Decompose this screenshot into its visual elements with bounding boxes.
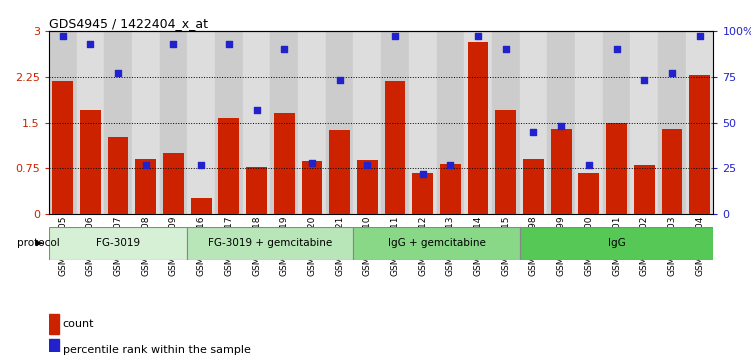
Bar bbox=[630, 31, 658, 214]
Point bbox=[666, 70, 678, 76]
Bar bbox=[385, 81, 406, 214]
Text: GDS4945 / 1422404_x_at: GDS4945 / 1422404_x_at bbox=[49, 17, 208, 30]
Bar bbox=[354, 227, 520, 260]
Point bbox=[140, 162, 152, 168]
Point bbox=[694, 33, 706, 39]
Bar bbox=[354, 31, 381, 214]
Point bbox=[417, 171, 429, 177]
Bar bbox=[686, 31, 713, 214]
Bar bbox=[107, 136, 128, 214]
Bar bbox=[492, 31, 520, 214]
Bar bbox=[132, 31, 159, 214]
Bar bbox=[464, 31, 492, 214]
Bar bbox=[357, 160, 378, 214]
Bar bbox=[49, 227, 187, 260]
Point bbox=[499, 46, 511, 52]
Bar bbox=[135, 159, 156, 214]
Bar bbox=[104, 31, 132, 214]
Bar bbox=[412, 173, 433, 214]
Bar bbox=[329, 130, 350, 214]
Point bbox=[389, 33, 401, 39]
Bar bbox=[163, 153, 184, 214]
Bar bbox=[409, 31, 436, 214]
Bar bbox=[80, 110, 101, 214]
Point bbox=[278, 46, 290, 52]
Bar bbox=[215, 31, 243, 214]
Bar bbox=[468, 42, 488, 214]
Bar bbox=[298, 31, 326, 214]
Bar bbox=[77, 31, 104, 214]
Bar bbox=[578, 173, 599, 214]
Text: count: count bbox=[63, 319, 95, 329]
Point bbox=[638, 77, 650, 83]
Bar bbox=[547, 31, 575, 214]
Point bbox=[361, 162, 373, 168]
Bar bbox=[662, 129, 683, 214]
Point bbox=[445, 162, 457, 168]
Bar bbox=[689, 75, 710, 214]
Point bbox=[306, 160, 318, 166]
Bar bbox=[219, 118, 240, 214]
Bar bbox=[243, 31, 270, 214]
Point bbox=[611, 46, 623, 52]
Point bbox=[555, 123, 567, 129]
Bar bbox=[187, 31, 215, 214]
Point bbox=[251, 107, 263, 113]
Text: IgG: IgG bbox=[608, 238, 626, 248]
Point bbox=[195, 162, 207, 168]
Point bbox=[223, 41, 235, 46]
Text: IgG + gemcitabine: IgG + gemcitabine bbox=[388, 238, 485, 248]
Point bbox=[167, 41, 179, 46]
Bar bbox=[634, 165, 655, 214]
Point bbox=[472, 33, 484, 39]
Text: protocol: protocol bbox=[17, 237, 60, 248]
Bar bbox=[440, 164, 461, 214]
Bar bbox=[159, 31, 187, 214]
Text: FG-3019 + gemcitabine: FG-3019 + gemcitabine bbox=[208, 238, 333, 248]
Point bbox=[527, 129, 539, 135]
Bar bbox=[496, 110, 516, 214]
Bar bbox=[270, 31, 298, 214]
Bar bbox=[274, 113, 294, 214]
Bar bbox=[550, 129, 572, 214]
Point bbox=[583, 162, 595, 168]
Bar bbox=[520, 227, 713, 260]
Bar bbox=[575, 31, 603, 214]
Bar bbox=[326, 31, 354, 214]
Bar bbox=[301, 161, 322, 214]
Bar bbox=[191, 198, 212, 214]
Bar bbox=[606, 122, 627, 214]
Point bbox=[84, 41, 96, 46]
Bar bbox=[246, 167, 267, 214]
Bar bbox=[436, 31, 464, 214]
Bar bbox=[603, 31, 630, 214]
Text: FG-3019: FG-3019 bbox=[96, 238, 140, 248]
Bar bbox=[520, 31, 547, 214]
Point bbox=[56, 33, 68, 39]
Bar bbox=[187, 227, 354, 260]
Bar bbox=[523, 159, 544, 214]
Bar bbox=[381, 31, 409, 214]
Bar bbox=[49, 314, 59, 334]
Point bbox=[112, 70, 124, 76]
Text: percentile rank within the sample: percentile rank within the sample bbox=[63, 344, 251, 355]
Bar bbox=[49, 31, 77, 214]
Bar bbox=[49, 339, 59, 360]
Bar bbox=[53, 81, 73, 214]
Bar bbox=[658, 31, 686, 214]
Point bbox=[333, 77, 345, 83]
